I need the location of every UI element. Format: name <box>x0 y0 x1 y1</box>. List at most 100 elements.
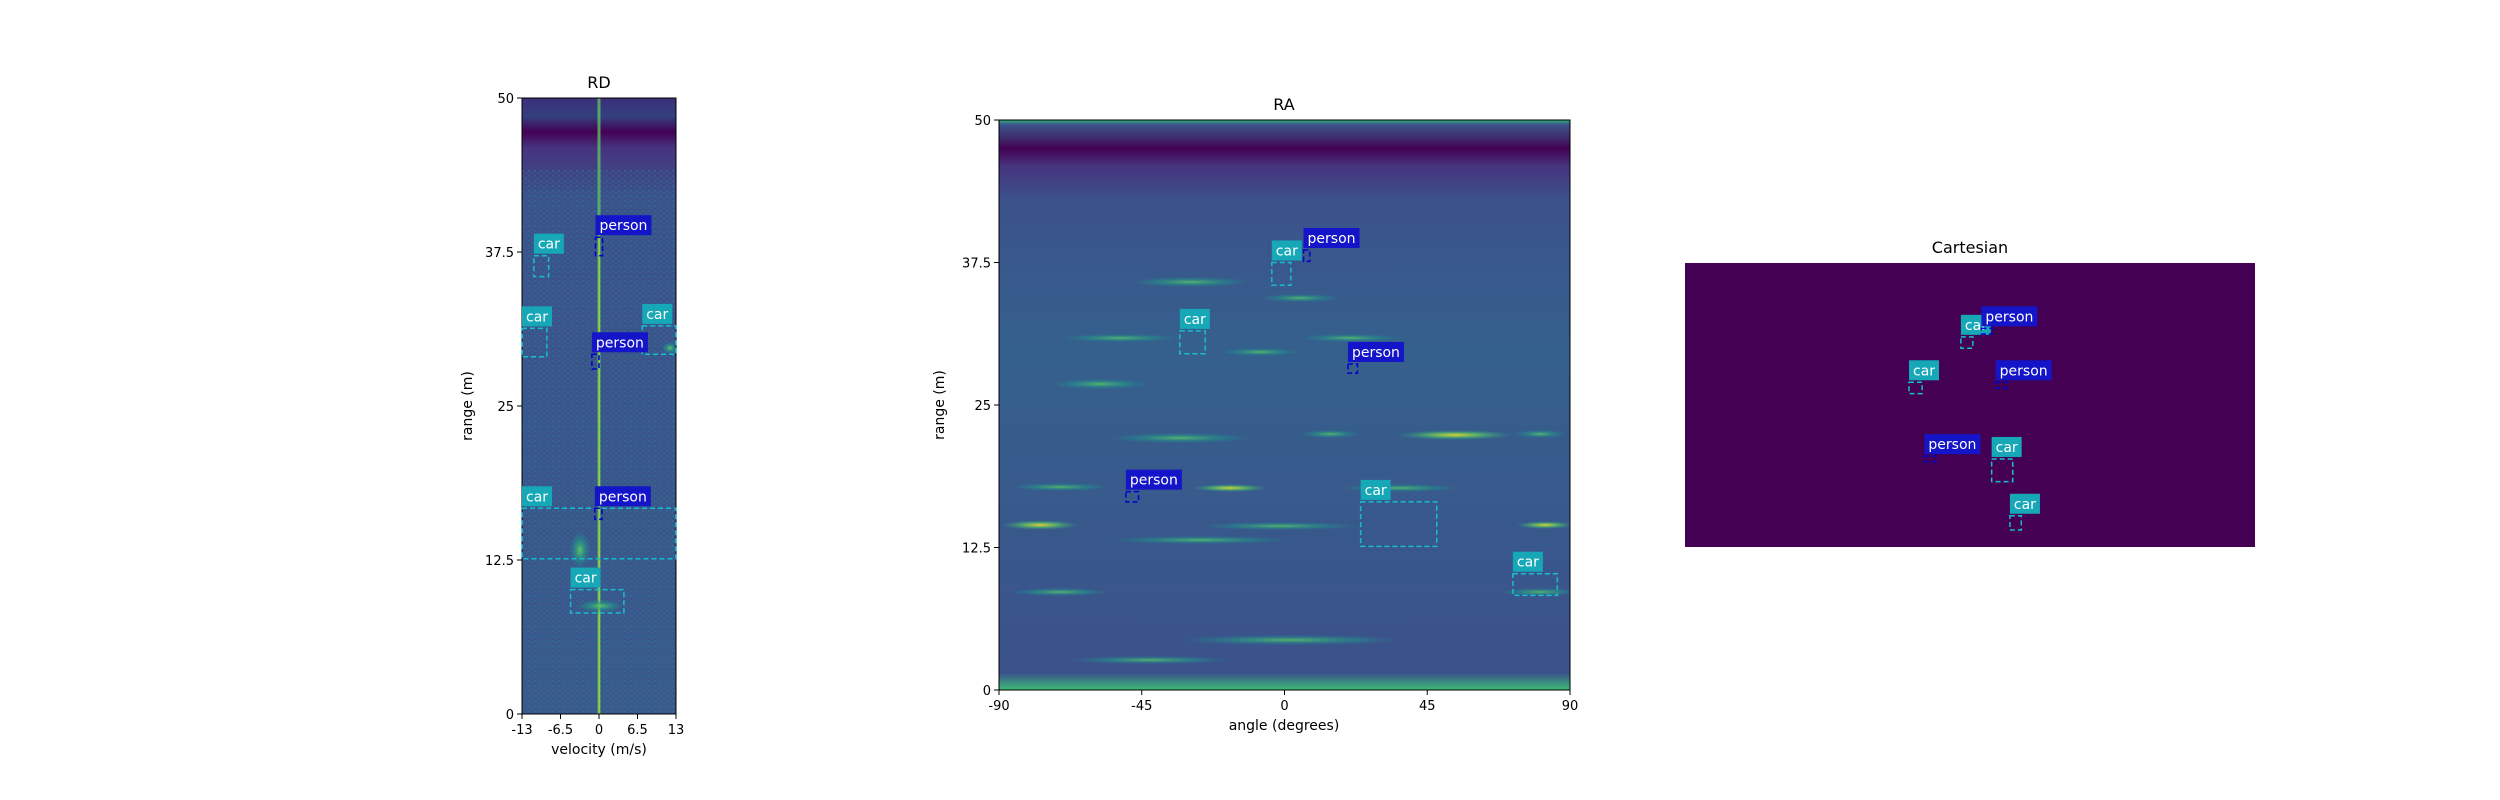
detection-label-bg <box>1924 434 1981 455</box>
rd-y-tick-label: 50 <box>497 92 514 107</box>
detection-label-text: car <box>1996 440 2018 456</box>
detection-label: car <box>1271 240 1302 261</box>
detection-label-text: car <box>1184 312 1206 328</box>
detection-label-text: person <box>599 489 647 505</box>
detection-label-bg <box>1347 341 1404 362</box>
detection-box <box>1347 363 1359 374</box>
detection-label: person <box>1303 227 1360 248</box>
rd-ylabel: range (m) <box>460 371 476 441</box>
rd-y-tick-label: 0 <box>506 708 514 723</box>
ra-xlabel: angle (degrees) <box>1229 718 1340 734</box>
detection-box <box>1960 336 1974 349</box>
detection-label: car <box>1909 360 1940 381</box>
ra-y-tick-label: 25 <box>974 399 991 414</box>
detection-car: car <box>1359 479 1438 548</box>
ra-title: RA <box>1273 95 1294 114</box>
detection-label-text: car <box>2014 497 2036 513</box>
detection-label-text: person <box>1130 473 1178 489</box>
ra-y-ticks: 0 12.5 25 37.5 50 <box>962 114 999 699</box>
detection-person: person <box>594 215 652 257</box>
rd-x-ticks: -13 -6.5 0 6.5 13 <box>511 714 684 738</box>
rd-y-tick-label: 37.5 <box>485 246 514 261</box>
detection-box <box>1302 249 1311 263</box>
detection-label: person <box>1125 469 1182 490</box>
detection-car: car <box>2009 493 2040 531</box>
detection-label-text: person <box>599 218 647 234</box>
detection-label-text: car <box>1913 363 1935 379</box>
detection-label-text: person <box>1308 231 1356 247</box>
detection-box <box>594 236 604 257</box>
detection-label: person <box>1981 306 2038 327</box>
detection-box <box>1908 381 1923 395</box>
detection-label: car <box>2009 493 2040 514</box>
rd-x-tick-label: 13 <box>668 723 685 738</box>
detection-label-bg <box>591 332 648 353</box>
detection-car: car <box>1990 436 2022 483</box>
detection-car: car <box>641 303 677 356</box>
detection-label-bg <box>2009 493 2040 514</box>
detection-label: person <box>594 486 651 507</box>
ra-detections: car person car person car person car <box>1125 227 1559 597</box>
detection-label-text: car <box>646 307 668 323</box>
detection-label: car <box>642 303 673 324</box>
detection-car: car <box>533 233 564 278</box>
detection-person: person <box>1994 360 2052 389</box>
detection-label-text: person <box>596 335 644 351</box>
ra-ylabel: range (m) <box>932 370 948 440</box>
detection-label: person <box>1347 341 1404 362</box>
detection-label-text: car <box>526 489 548 505</box>
detection-box <box>533 254 550 278</box>
detection-label-text: person <box>1352 345 1400 361</box>
detection-label-bg <box>642 303 673 324</box>
detection-label: person <box>591 332 648 353</box>
detection-person: person <box>591 332 648 370</box>
detection-box <box>1359 501 1438 548</box>
rd-y-ticks: 0 12.5 25 37.5 50 <box>485 92 522 723</box>
ra-x-tick-label: -90 <box>988 699 1009 714</box>
detection-person: person <box>1302 227 1360 263</box>
rd-heatmap <box>522 98 676 714</box>
ra-y-tick-label: 0 <box>983 684 991 699</box>
detection-label-bg <box>1179 308 1210 329</box>
detection-person: person <box>1980 306 2038 335</box>
ra-y-tick-label: 12.5 <box>962 542 991 557</box>
detection-label-bg <box>1360 479 1391 500</box>
detection-label: car <box>1360 479 1391 500</box>
detection-label-text: car <box>1517 555 1539 571</box>
detection-label-text: car <box>538 237 560 253</box>
detection-label-text: person <box>2000 363 2048 379</box>
cartesian-map <box>1685 263 2255 547</box>
detection-label-bg <box>570 567 601 588</box>
cartesian-title: Cartesian <box>1932 238 2008 257</box>
detection-box <box>1512 572 1559 597</box>
detection-box <box>591 353 600 370</box>
detection-label-bg <box>594 486 651 507</box>
ra-y-tick-label: 37.5 <box>962 257 991 272</box>
detection-box <box>1271 261 1292 287</box>
detection-label-bg <box>1991 436 2022 457</box>
rd-title: RD <box>587 73 610 92</box>
detection-label: person <box>1995 360 2052 381</box>
detection-label: person <box>595 215 652 236</box>
ra-x-tick-label: 0 <box>1280 699 1288 714</box>
ra-panel: RA <box>932 95 1578 734</box>
detection-box <box>2009 515 2023 531</box>
detection-label-bg <box>1512 551 1543 572</box>
detection-label-bg <box>522 306 552 327</box>
detection-label: car <box>570 567 601 588</box>
detection-label-text: car <box>1365 483 1387 499</box>
detection-box <box>521 327 548 358</box>
detection-label-bg <box>533 233 564 254</box>
ra-y-tick-label: 50 <box>974 114 991 129</box>
detection-label-bg <box>1303 227 1360 248</box>
detection-car: car <box>1271 240 1302 287</box>
rd-x-tick-label: 0 <box>595 723 603 738</box>
detection-box <box>641 325 677 356</box>
detection-label-text: car <box>1276 244 1298 260</box>
detection-label-bg <box>595 215 652 236</box>
detection-car: car <box>1908 360 1940 395</box>
